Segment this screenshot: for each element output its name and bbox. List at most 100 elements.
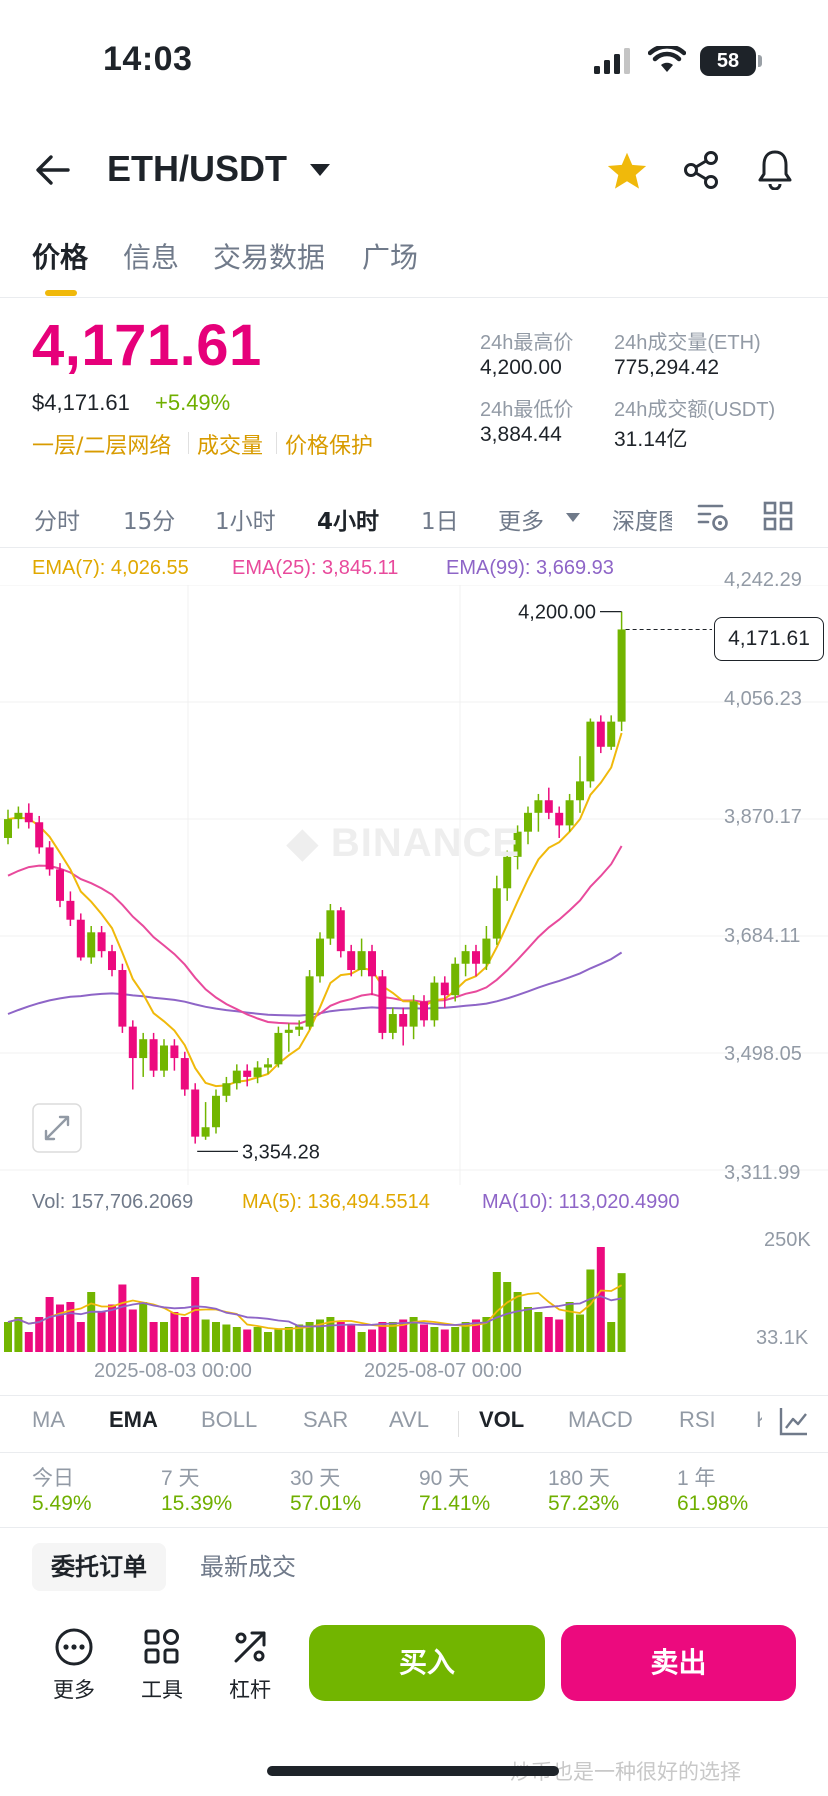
volume-bar xyxy=(524,1307,532,1352)
back-arrow-icon[interactable] xyxy=(34,154,72,186)
volume-bar xyxy=(555,1319,564,1352)
volume-bar xyxy=(108,1304,116,1352)
perf-label-180d: 180 天 xyxy=(548,1467,610,1490)
more-label[interactable]: 更多 xyxy=(53,1678,95,1702)
perf-label-90d: 90 天 xyxy=(419,1467,470,1490)
tab-price[interactable]: 价格 xyxy=(32,241,89,274)
ema99-legend: EMA(99): 3,669.93 xyxy=(446,557,614,579)
perf-value-30d: 57.01% xyxy=(290,1492,362,1515)
tabs-divider xyxy=(0,297,828,298)
volume-bar xyxy=(565,1302,574,1352)
candle-body xyxy=(76,919,85,958)
interval-1d[interactable]: 1日 xyxy=(421,509,459,535)
pair-title[interactable]: ETH/USDT xyxy=(107,148,287,189)
interval-depth[interactable]: 深度图 xyxy=(612,509,672,535)
candle-body xyxy=(284,1029,293,1033)
price-chart[interactable]: 4,200.00 3,354.28 xyxy=(0,585,828,1185)
favorite-star-icon[interactable] xyxy=(606,151,648,191)
candle-body xyxy=(513,831,522,857)
indicator-avl[interactable]: AVL xyxy=(389,1407,429,1432)
volume-link[interactable]: 成交量 xyxy=(197,434,264,459)
volume-bar xyxy=(264,1332,272,1352)
candle-body xyxy=(149,1039,158,1071)
volume-bar xyxy=(253,1327,262,1352)
perf-value-7d: 15.39% xyxy=(161,1492,233,1515)
candle-body xyxy=(66,900,75,920)
low-value: 3,884.44 xyxy=(480,423,562,446)
chart-settings-icon[interactable] xyxy=(696,500,730,534)
indicator-separator xyxy=(458,1411,459,1437)
candle-body xyxy=(253,1067,262,1077)
indicator-kdj[interactable]: KDJ xyxy=(756,1407,762,1433)
high-value: 4,200.00 xyxy=(480,356,562,379)
volume-bar xyxy=(596,1247,605,1352)
indicator-sar[interactable]: SAR xyxy=(303,1407,349,1432)
buy-button[interactable]: 买入 xyxy=(309,1625,545,1701)
vol-usdt-label: 24h成交额(USDT) xyxy=(614,399,776,421)
leverage-icon[interactable] xyxy=(230,1627,270,1667)
tools-grid-icon[interactable] xyxy=(142,1627,182,1667)
candle-body xyxy=(399,1014,408,1027)
perf-label-30d: 30 天 xyxy=(290,1467,341,1490)
interval-4h[interactable]: 4小时 xyxy=(317,509,380,535)
tab-trade-data[interactable]: 交易数据 xyxy=(213,241,326,274)
tab-square[interactable]: 广场 xyxy=(362,241,419,274)
volume-bar xyxy=(409,1317,418,1352)
volume-bar xyxy=(295,1324,304,1352)
indicator-rsi[interactable]: RSI xyxy=(679,1407,716,1432)
volume-bar xyxy=(56,1304,64,1352)
volume-bar xyxy=(35,1317,44,1352)
volume-bar xyxy=(76,1322,85,1352)
candle-body xyxy=(388,1014,397,1033)
interval-1h[interactable]: 1小时 xyxy=(215,509,276,535)
bell-icon[interactable] xyxy=(756,148,794,190)
last-price-tag: 4,171.61 xyxy=(714,617,824,661)
interval-timeline[interactable]: 分时 xyxy=(34,509,80,535)
price-protect-link[interactable]: 价格保护 xyxy=(285,434,374,459)
volume-bar xyxy=(180,1317,189,1352)
sell-button[interactable]: 卖出 xyxy=(561,1625,796,1701)
candle-body xyxy=(87,932,96,958)
volume-bar xyxy=(399,1319,408,1352)
indicator-ma[interactable]: MA xyxy=(32,1407,65,1432)
candle-body xyxy=(555,812,564,826)
interval-15m[interactable]: 15分 xyxy=(123,509,176,535)
indicator-chart-icon[interactable] xyxy=(778,1405,810,1437)
volume-bar xyxy=(586,1269,595,1352)
x-tick: 2025-08-03 00:00 xyxy=(94,1360,252,1382)
indicator-boll[interactable]: BOLL xyxy=(201,1407,258,1432)
layer-network-link[interactable]: 一层/二层网络 xyxy=(32,434,172,459)
tab-latest-trades[interactable]: 最新成交 xyxy=(200,1553,296,1581)
volume-bar xyxy=(201,1319,210,1352)
expand-icon[interactable] xyxy=(32,1103,82,1153)
volume-bar xyxy=(357,1332,366,1352)
caret-down-icon[interactable] xyxy=(308,162,332,178)
y-tick: 3,311.99 xyxy=(724,1162,801,1184)
high-marker-label: 4,200.00 xyxy=(518,602,596,624)
indicator-macd[interactable]: MACD xyxy=(568,1407,633,1432)
tools-label[interactable]: 工具 xyxy=(141,1678,183,1702)
vol-axis-top: 250K xyxy=(764,1229,811,1251)
layout-grid-icon[interactable] xyxy=(762,500,794,532)
volume-bar xyxy=(482,1317,491,1352)
interval-more[interactable]: 更多 xyxy=(498,509,544,535)
volume-bar xyxy=(440,1329,449,1352)
tab-info[interactable]: 信息 xyxy=(123,241,180,274)
price-usd: $4,171.61 xyxy=(32,390,130,415)
candle-body xyxy=(440,982,449,996)
leverage-label[interactable]: 杠杆 xyxy=(229,1678,271,1702)
indicator-ema[interactable]: EMA xyxy=(109,1407,158,1432)
share-icon[interactable] xyxy=(682,150,722,190)
more-dots-icon[interactable] xyxy=(54,1627,94,1667)
volume-bar xyxy=(232,1327,241,1352)
more-caret-icon[interactable] xyxy=(565,512,581,523)
indicator-vol[interactable]: VOL xyxy=(479,1407,525,1432)
candle-body xyxy=(212,1095,220,1128)
volume-chart xyxy=(4,1247,626,1352)
volume-bar xyxy=(378,1322,387,1352)
tab-orders[interactable]: 委托订单 xyxy=(32,1543,166,1591)
candle-body xyxy=(45,847,54,870)
link-separator xyxy=(188,432,189,454)
volume-bar xyxy=(45,1297,54,1352)
last-price: 4,171.61 xyxy=(32,313,262,378)
